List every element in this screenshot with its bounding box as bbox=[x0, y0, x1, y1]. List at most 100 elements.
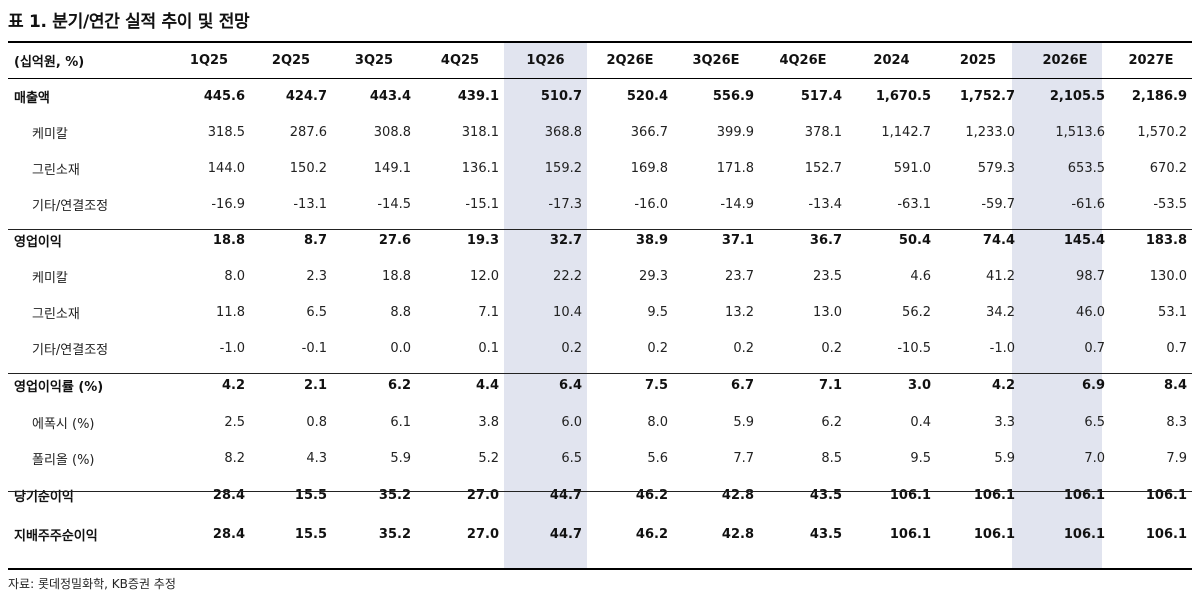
table-cell: 130.0 bbox=[1149, 268, 1187, 284]
table-cell: -16.9 bbox=[211, 196, 245, 212]
table-cell: 318.5 bbox=[207, 124, 245, 140]
row-label: 지배주주순이익 bbox=[14, 528, 98, 544]
table-cell: -63.1 bbox=[897, 196, 931, 212]
table-cell: 6.4 bbox=[558, 377, 582, 393]
table-cell: 144.0 bbox=[207, 160, 245, 176]
bottom-rule bbox=[8, 568, 1192, 570]
table-cell: -1.0 bbox=[989, 340, 1015, 356]
table-cell: 56.2 bbox=[902, 304, 931, 320]
table-cell: 5.6 bbox=[647, 450, 668, 466]
table-cell: 7.1 bbox=[818, 377, 842, 393]
table-cell: 653.5 bbox=[1067, 160, 1105, 176]
table-cell: 8.4 bbox=[1163, 377, 1187, 393]
table-cell: 2,186.9 bbox=[1131, 88, 1187, 104]
table-cell: 42.8 bbox=[721, 488, 754, 503]
table-cell: 0.1 bbox=[478, 340, 499, 356]
row-label: 당기순이익 bbox=[14, 490, 74, 505]
header-rule bbox=[8, 78, 1192, 79]
table-cell: 35.2 bbox=[378, 488, 411, 503]
table-cell: 1,570.2 bbox=[1137, 124, 1187, 140]
table-cell: 318.1 bbox=[461, 124, 499, 140]
table-cell: 41.2 bbox=[986, 268, 1015, 284]
table-cell: 1,670.5 bbox=[875, 88, 931, 104]
column-header: 2Q25 bbox=[271, 53, 311, 68]
table-row: 폴리올 (%) 8.2 4.3 5.9 5.2 6.5 5.6 7.7 8.5 9.5 5.9 7.0… bbox=[8, 440, 1192, 476]
table-cell: 42.8 bbox=[721, 526, 754, 542]
table-cell: 43.5 bbox=[809, 526, 842, 542]
table-cell: 18.8 bbox=[212, 232, 245, 248]
table-cell: 145.4 bbox=[1063, 232, 1105, 248]
table-cell: 4.3 bbox=[306, 450, 327, 466]
table-row: 영업이익 18.8 8.7 27.6 19.3 32.7 38.9 37.1 36.7 50.4 7… bbox=[8, 222, 1192, 258]
table-cell: 439.1 bbox=[457, 88, 499, 104]
table-cell: 35.2 bbox=[378, 526, 411, 542]
row-label: 케미칼 bbox=[32, 270, 68, 286]
row-label: 에폭시 (%) bbox=[32, 416, 95, 432]
table-cell: 9.5 bbox=[910, 450, 931, 466]
table-cell: 74.4 bbox=[982, 232, 1015, 248]
column-header: 1Q26 bbox=[526, 53, 565, 68]
table-cell: 13.2 bbox=[725, 304, 754, 320]
table-cell: 152.7 bbox=[804, 160, 842, 176]
table-cell: 2.3 bbox=[306, 268, 327, 284]
table-cell: 44.7 bbox=[549, 526, 582, 542]
table-cell: 183.8 bbox=[1145, 232, 1187, 248]
column-header: 2024 bbox=[873, 53, 910, 68]
table-cell: 0.4 bbox=[910, 414, 931, 430]
table-cell: 4.2 bbox=[221, 377, 245, 393]
table-cell: 670.2 bbox=[1149, 160, 1187, 176]
table-cell: 6.2 bbox=[387, 377, 411, 393]
highlight-2026e-column bbox=[1012, 43, 1102, 568]
table-cell: 0.2 bbox=[733, 340, 754, 356]
table-cell: 169.8 bbox=[630, 160, 668, 176]
table-cell: 443.4 bbox=[369, 88, 411, 104]
table-cell: 27.6 bbox=[378, 232, 411, 248]
top-rule bbox=[8, 41, 1192, 43]
table-cell: 6.5 bbox=[306, 304, 327, 320]
table-cell: 3.8 bbox=[478, 414, 499, 430]
table-cell: -13.4 bbox=[808, 196, 842, 212]
table-cell: 424.7 bbox=[285, 88, 327, 104]
table-cell: -0.1 bbox=[301, 340, 327, 356]
table-cell: 1,752.7 bbox=[959, 88, 1015, 104]
table-cell: 106.1 bbox=[973, 488, 1015, 503]
table-cell: 6.0 bbox=[561, 414, 582, 430]
table-cell: 510.7 bbox=[540, 88, 582, 104]
column-header: 2026E bbox=[1042, 53, 1088, 68]
table-row: 케미칼 318.5 287.6 308.8 318.1 368.8 366.7 399.9 37… bbox=[8, 114, 1192, 150]
column-header: 2Q26E bbox=[606, 53, 654, 68]
table-row: 기타/연결조정 -16.9 -13.1 -14.5 -15.1 -17.3 -16.0 -14… bbox=[8, 186, 1192, 222]
table-cell: 8.5 bbox=[821, 450, 842, 466]
table-cell: 366.7 bbox=[630, 124, 668, 140]
table-cell: 579.3 bbox=[977, 160, 1015, 176]
row-label: 그린소재 bbox=[32, 306, 80, 322]
table-row: 영업이익률 (%) 4.2 2.1 6.2 4.4 6.4 7.5 6.7 7.1 3.0 4.2 6… bbox=[8, 366, 1192, 404]
table-row: 기타/연결조정 -1.0 -0.1 0.0 0.1 0.2 0.2 0.2 0.2 -10.5 -1… bbox=[8, 330, 1192, 366]
table-cell: 7.1 bbox=[478, 304, 499, 320]
table-cell: 53.1 bbox=[1158, 304, 1187, 320]
table-cell: 106.1 bbox=[973, 526, 1015, 542]
table-cell: 8.8 bbox=[390, 304, 411, 320]
table-cell: 149.1 bbox=[373, 160, 411, 176]
table-cell: 15.5 bbox=[294, 488, 327, 503]
table-cell: 28.4 bbox=[212, 526, 245, 542]
table-cell: 0.2 bbox=[561, 340, 582, 356]
table-cell: 7.7 bbox=[733, 450, 754, 466]
row-label: 기타/연결조정 bbox=[32, 198, 109, 214]
table-cell: 171.8 bbox=[716, 160, 754, 176]
table-cell: 378.1 bbox=[804, 124, 842, 140]
table-cell: 368.8 bbox=[544, 124, 582, 140]
table-cell: 1,142.7 bbox=[881, 124, 931, 140]
table-cell: 7.9 bbox=[1166, 450, 1187, 466]
table-cell: 106.1 bbox=[1145, 488, 1187, 503]
table-cell: -15.1 bbox=[465, 196, 499, 212]
table-cell: 106.1 bbox=[889, 526, 931, 542]
table-cell: -1.0 bbox=[219, 340, 245, 356]
table-cell: 308.8 bbox=[373, 124, 411, 140]
table-cell: 0.2 bbox=[647, 340, 668, 356]
table-cell: 10.4 bbox=[553, 304, 582, 320]
highlight-1q26-column bbox=[504, 43, 587, 568]
table-cell: 6.9 bbox=[1081, 377, 1105, 393]
table-cell: 44.7 bbox=[549, 488, 582, 503]
table-cell: 22.2 bbox=[553, 268, 582, 284]
